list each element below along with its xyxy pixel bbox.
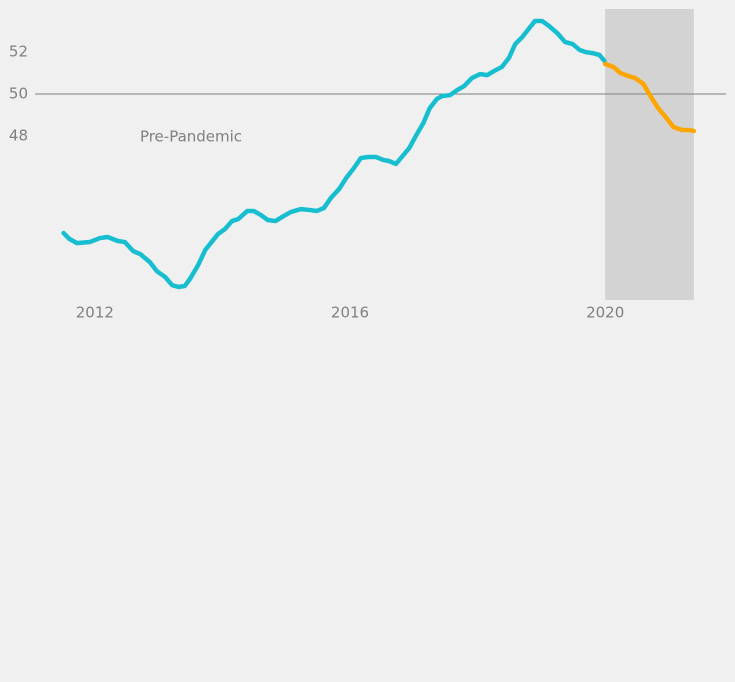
x-tick-label: 2012	[76, 304, 114, 322]
x-tick-label: 2020	[586, 304, 624, 322]
x-tick-label: 2016	[331, 304, 369, 322]
y-tick-label: 52	[9, 43, 28, 61]
series-line	[61, 18, 607, 290]
y-tick-label: 50	[9, 85, 28, 103]
series-line	[602, 61, 697, 134]
y-tick-label: 48	[9, 127, 28, 145]
shaded-span	[605, 9, 694, 300]
annotation: Pre-Pandemic	[140, 128, 242, 146]
